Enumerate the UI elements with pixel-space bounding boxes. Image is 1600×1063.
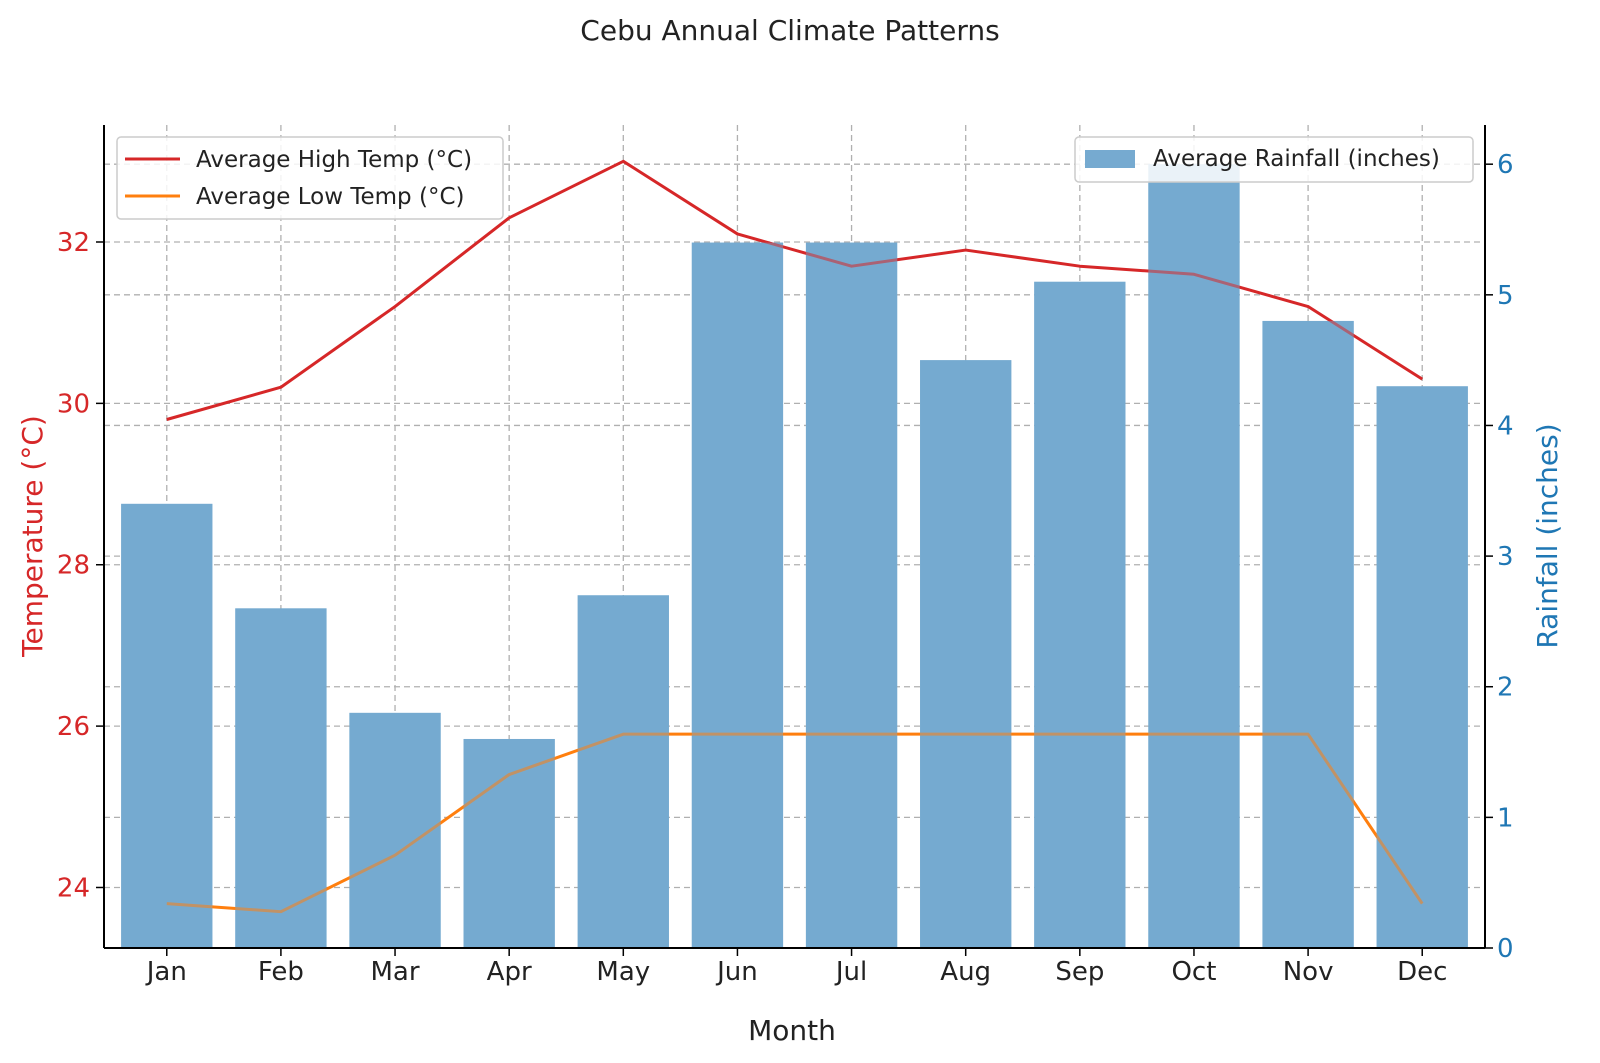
rainfall-bar xyxy=(1034,281,1126,948)
x-tick-label: Aug xyxy=(940,957,991,987)
rainfall-bar-overlay xyxy=(1262,320,1354,948)
x-tick-label: Mar xyxy=(371,957,420,987)
legend-label: Average High Temp (°C) xyxy=(196,147,472,173)
x-axis-label: Month xyxy=(748,1014,836,1047)
y-left-tick-label: 24 xyxy=(57,873,90,903)
legend-temperature: Average High Temp (°C) Average Low Temp (… xyxy=(116,136,504,220)
rainfall-bar-overlay xyxy=(349,712,441,948)
y-right-tick-label: 5 xyxy=(1497,281,1514,311)
line-average-low-temp-c xyxy=(166,732,1424,914)
rainfall-bars xyxy=(121,164,1468,949)
x-tick-label: Jan xyxy=(145,957,187,987)
line-average-high-temp-c xyxy=(166,159,1424,421)
rainfall-bar-overlay xyxy=(1034,281,1126,948)
rainfall-bar-overlay xyxy=(121,503,213,948)
legend-label: Average Rainfall (inches) xyxy=(1153,146,1440,172)
y-right-tick-label: 1 xyxy=(1497,803,1514,833)
rainfall-bar-overlay xyxy=(235,608,327,948)
y-left-tick-label: 30 xyxy=(57,389,90,419)
rainfall-bar xyxy=(1376,386,1468,948)
y-right-tick-label: 4 xyxy=(1497,411,1514,441)
rainfall-bar-overlay xyxy=(805,242,898,949)
legend-swatch xyxy=(1085,150,1135,168)
x-tick-label: Jul xyxy=(834,957,867,987)
rainfall-bar xyxy=(121,503,213,948)
y-axis-right-label: Rainfall (inches) xyxy=(1531,423,1564,648)
rainfall-bar xyxy=(577,595,669,948)
legend-rainfall: Average Rainfall (inches) xyxy=(1074,136,1474,183)
rainfall-bar-overlay xyxy=(577,595,669,948)
y-right-tick-label: 2 xyxy=(1497,673,1514,703)
y-left-tick-label: 32 xyxy=(57,228,90,258)
y-right-tick-label: 0 xyxy=(1497,934,1514,964)
x-tick-label: Nov xyxy=(1283,957,1334,987)
rainfall-bar-overlay xyxy=(691,242,784,949)
x-tick-label: Oct xyxy=(1171,957,1216,987)
rainfall-bar xyxy=(1262,320,1354,948)
axes: Jan Feb Mar Apr May Jun Jul Aug Sep Oct Nov Dec2426… xyxy=(57,125,1514,987)
rainfall-bar xyxy=(920,360,1012,949)
y-left-tick-label: 26 xyxy=(57,712,90,742)
y-left-tick-label: 28 xyxy=(57,551,90,581)
x-tick-label: May xyxy=(596,957,650,987)
legend-box xyxy=(116,136,504,220)
rainfall-bar xyxy=(1148,164,1240,948)
y-axis-left-label: Temperature (°C) xyxy=(16,415,49,658)
chart-title: Cebu Annual Climate Patterns xyxy=(580,14,999,47)
rainfall-bar-overlay xyxy=(1376,386,1468,948)
x-tick-label: Apr xyxy=(487,957,532,987)
rainfall-bar-overlay xyxy=(920,360,1012,949)
y-right-tick-label: 6 xyxy=(1497,150,1514,180)
rainfall-bar-overlay xyxy=(463,738,555,948)
legend-label: Average Low Temp (°C) xyxy=(196,184,464,210)
temperature-lines xyxy=(121,159,1468,949)
x-tick-label: Feb xyxy=(258,957,304,987)
x-tick-label: Jun xyxy=(715,957,758,987)
rainfall-bar xyxy=(691,242,784,949)
rainfall-bar xyxy=(235,608,327,948)
y-right-tick-label: 3 xyxy=(1497,542,1514,572)
rainfall-bar-overlay xyxy=(1148,164,1240,948)
x-tick-label: Sep xyxy=(1055,957,1104,987)
rainfall-bar xyxy=(349,712,441,948)
rainfall-bar xyxy=(805,242,898,949)
legend-box xyxy=(1074,136,1474,183)
x-tick-label: Dec xyxy=(1397,957,1447,987)
